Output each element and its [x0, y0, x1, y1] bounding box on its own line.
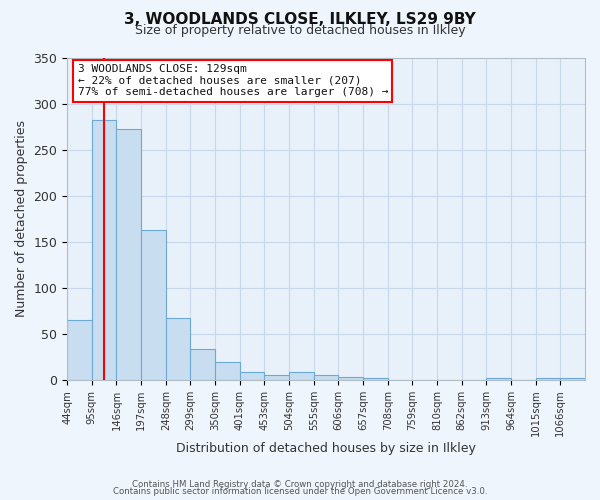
Bar — [166, 318, 190, 380]
Y-axis label: Number of detached properties: Number of detached properties — [15, 120, 28, 318]
Bar — [92, 120, 116, 380]
Text: Contains public sector information licensed under the Open Government Licence v3: Contains public sector information licen… — [113, 488, 487, 496]
Bar — [536, 378, 560, 380]
Bar — [240, 372, 265, 380]
Bar — [338, 378, 363, 380]
Bar — [560, 378, 585, 380]
Bar — [215, 362, 240, 380]
Text: Contains HM Land Registry data © Crown copyright and database right 2024.: Contains HM Land Registry data © Crown c… — [132, 480, 468, 489]
Text: Size of property relative to detached houses in Ilkley: Size of property relative to detached ho… — [134, 24, 466, 37]
Text: 3 WOODLANDS CLOSE: 129sqm
← 22% of detached houses are smaller (207)
77% of semi: 3 WOODLANDS CLOSE: 129sqm ← 22% of detac… — [77, 64, 388, 97]
Text: 3, WOODLANDS CLOSE, ILKLEY, LS29 9BY: 3, WOODLANDS CLOSE, ILKLEY, LS29 9BY — [124, 12, 476, 26]
Bar — [190, 349, 215, 380]
Bar — [265, 376, 289, 380]
Bar — [487, 378, 511, 380]
Bar — [363, 378, 388, 380]
X-axis label: Distribution of detached houses by size in Ilkley: Distribution of detached houses by size … — [176, 442, 476, 455]
Bar — [67, 320, 92, 380]
Bar — [314, 376, 338, 380]
Bar — [289, 372, 314, 380]
Bar — [141, 230, 166, 380]
Bar — [116, 130, 141, 380]
